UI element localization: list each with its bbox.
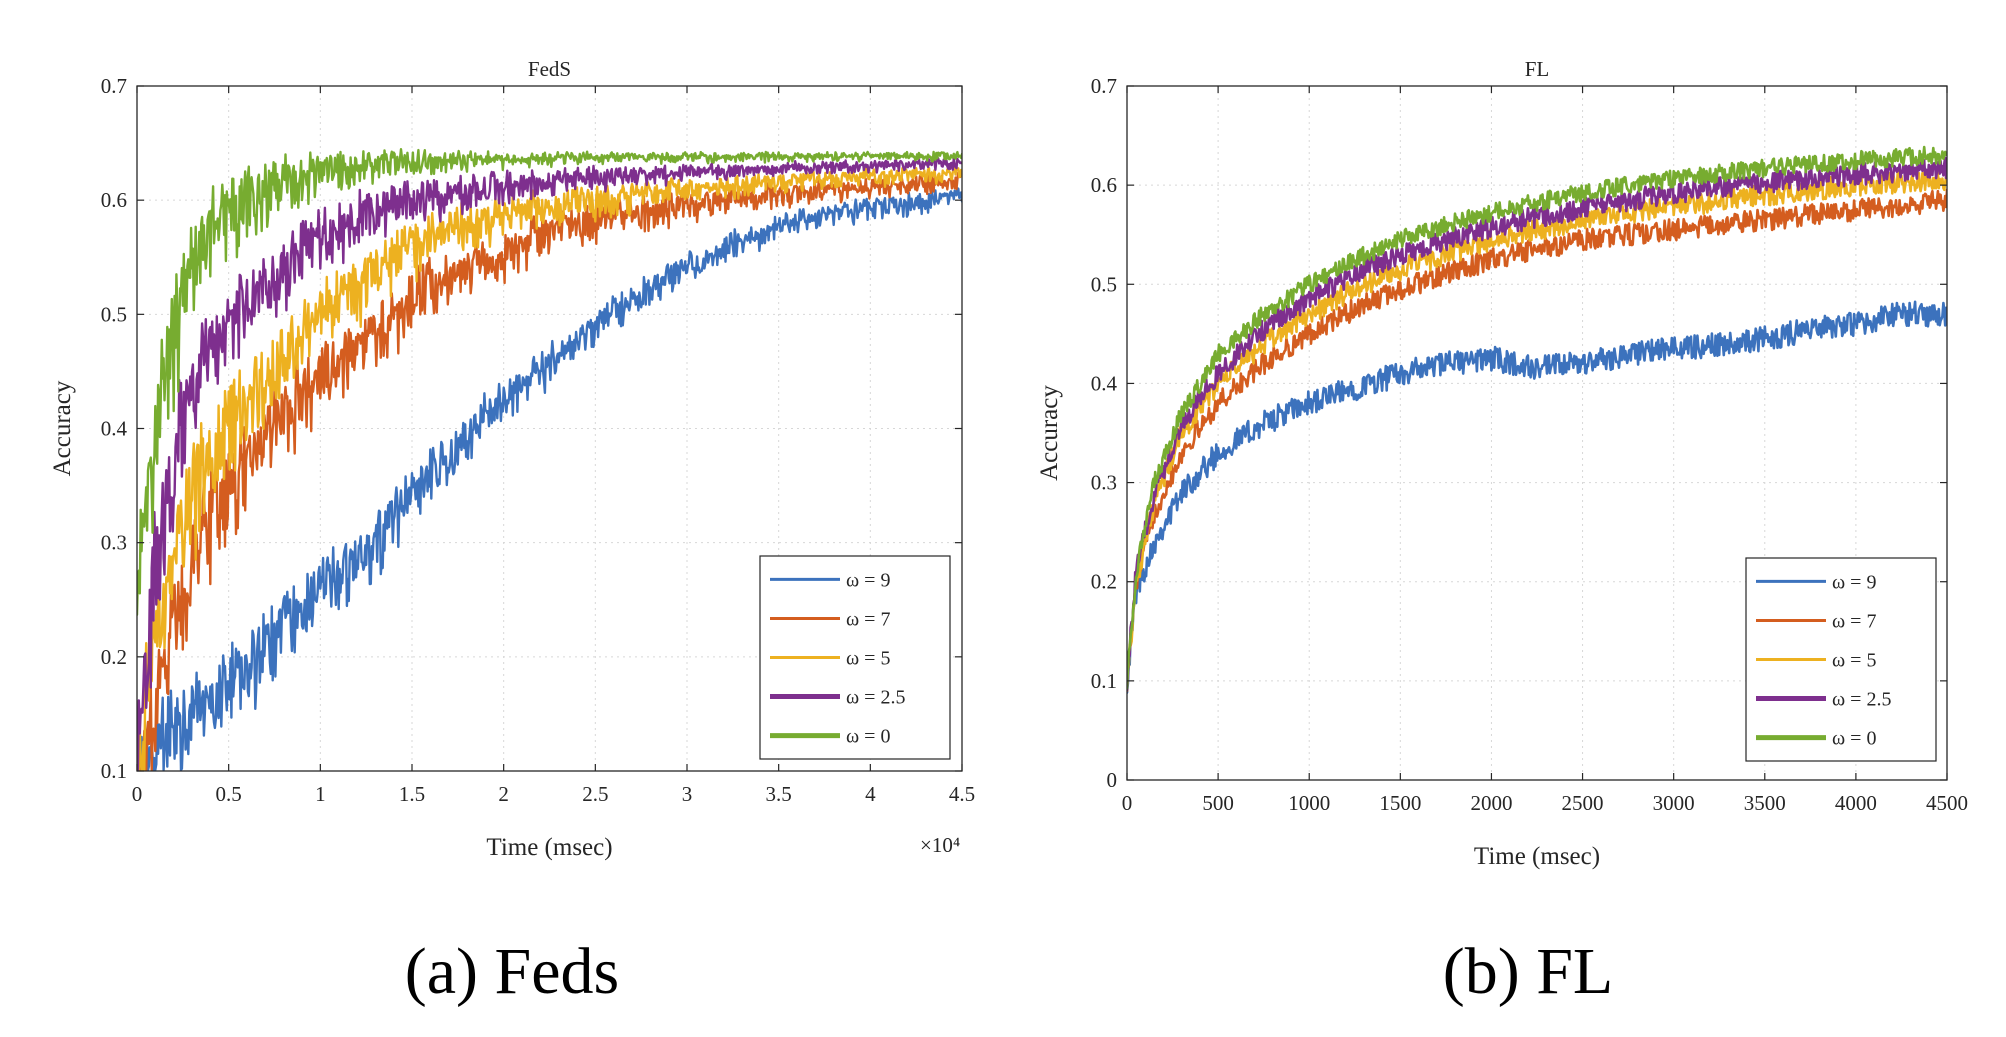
x-axis-label: Time (msec) (486, 834, 612, 861)
series-line-2 (1127, 188, 1947, 693)
y-axis-label: Accuracy (49, 380, 76, 476)
y-tick-label: 0.6 (1091, 173, 1117, 197)
x-axis-label: Time (msec) (1474, 843, 1600, 870)
series-line-5 (137, 147, 962, 616)
y-tick-label: 0.4 (1091, 371, 1118, 395)
x-axis-multiplier: ×10⁴ (920, 833, 960, 857)
y-tick-label: 0.4 (101, 417, 128, 441)
y-tick-label: 0.7 (1091, 74, 1117, 98)
legend: ω = 9 ω = 7 ω = 5 ω = 2.5 ω = 0 (759, 555, 951, 760)
x-tick-label: 2500 (1562, 791, 1604, 815)
y-tick-label: 0.3 (1091, 471, 1117, 495)
legend-label-3: ω = 5 (846, 648, 890, 670)
chart-fl: 0 500 1000 1500 2000 2500 3000 3500 4000 4500 0 0.1… (1036, 57, 1968, 870)
x-tick-label: 0 (1122, 791, 1133, 815)
x-tick-label: 2 (498, 782, 509, 806)
x-tick-label: 1000 (1288, 791, 1330, 815)
caption-fl: (b) FL (1443, 935, 1613, 1008)
series-line-3 (1127, 170, 1947, 692)
y-tick-label: 0.7 (101, 74, 127, 98)
chart-title: FedS (528, 57, 571, 81)
x-tick-label: 4500 (1926, 791, 1968, 815)
legend-label-1: ω = 9 (1832, 571, 1876, 593)
x-tick-label: 0 (132, 782, 143, 806)
x-tick-label: 1500 (1379, 791, 1421, 815)
series-line-3 (137, 166, 962, 771)
series-group (1127, 145, 1947, 694)
x-tick-label: 3500 (1744, 791, 1786, 815)
y-tick-label: 0.6 (101, 188, 127, 212)
x-tick-label: 4.5 (949, 782, 975, 806)
legend-label-4: ω = 2.5 (1832, 689, 1891, 711)
y-tick-label: 0 (1107, 768, 1118, 792)
x-tick-label: 500 (1202, 791, 1234, 815)
x-tick-label: 4 (865, 782, 876, 806)
series-group (137, 147, 962, 771)
y-tick-label: 0.3 (101, 531, 127, 555)
legend-label-2: ω = 7 (846, 608, 890, 630)
series-line-1 (137, 186, 962, 771)
legend: ω = 9 ω = 7 ω = 5 ω = 2.5 ω = 0 (1745, 557, 1937, 762)
x-tick-label: 4000 (1835, 791, 1877, 815)
legend-label-4: ω = 2.5 (846, 687, 905, 709)
x-tick-label: 2.5 (582, 782, 608, 806)
y-tick-label: 0.1 (101, 759, 127, 783)
legend-label-2: ω = 7 (1832, 610, 1876, 632)
y-tick-label: 0.5 (1091, 272, 1117, 296)
chart-title: FL (1525, 57, 1550, 81)
series-line-5 (1127, 145, 1947, 690)
legend-label-3: ω = 5 (1832, 650, 1876, 672)
legend-label-1: ω = 9 (846, 569, 890, 591)
y-tick-label: 0.1 (1091, 669, 1117, 693)
plot-frame (1126, 85, 1948, 781)
series-line-1 (1127, 300, 1947, 694)
series-line-4 (137, 157, 962, 771)
y-tick-label: 0.5 (101, 302, 127, 326)
y-tick-label: 0.2 (101, 645, 127, 669)
series-line-4 (1127, 156, 1947, 692)
y-tick-label: 0.2 (1091, 570, 1117, 594)
x-tick-label: 0.5 (216, 782, 242, 806)
x-tick-label: 2000 (1470, 791, 1512, 815)
y-axis-label: Accuracy (1036, 385, 1063, 481)
chart-feds: 0 0.5 1 1.5 2 2.5 3 3.5 4 4.5 0.1 0.2 0.3 0.4 0.5 0.6 0.… (49, 57, 975, 861)
x-tick-label: 1 (315, 782, 326, 806)
legend-label-5: ω = 0 (1832, 728, 1876, 750)
caption-feds: (a) Feds (405, 935, 619, 1008)
x-tick-label: 3.5 (766, 782, 792, 806)
x-tick-label: 3 (682, 782, 693, 806)
x-tick-label: 1.5 (399, 782, 425, 806)
legend-label-5: ω = 0 (846, 726, 890, 748)
x-tick-label: 3000 (1653, 791, 1695, 815)
